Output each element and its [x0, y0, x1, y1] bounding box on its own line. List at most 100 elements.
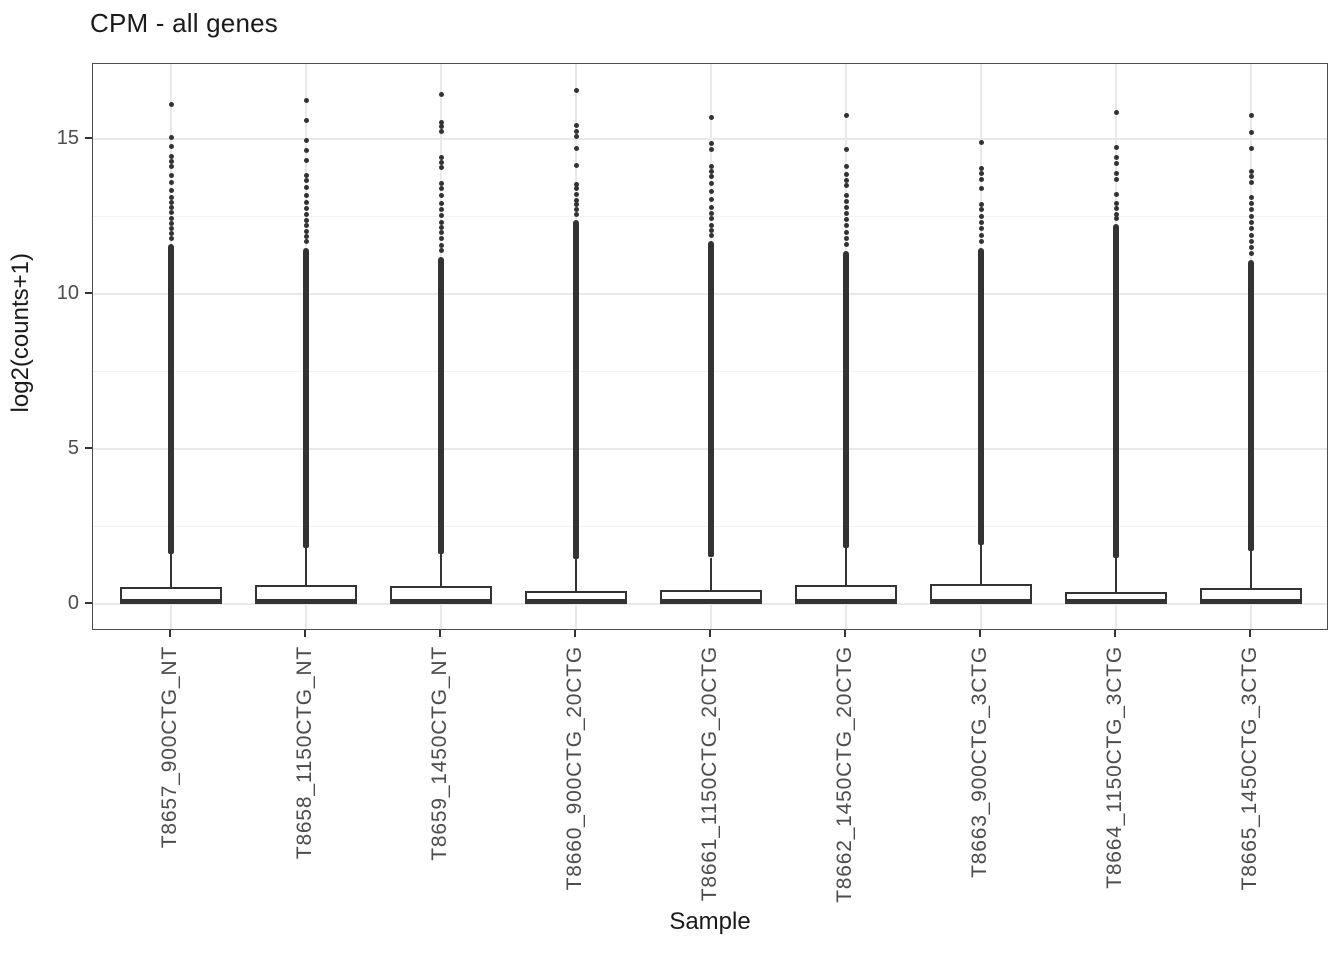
- outlier-dot: [1248, 179, 1254, 185]
- x-tick: [1114, 630, 1116, 637]
- outlier-column: [303, 247, 309, 549]
- outlier-dot: [843, 172, 849, 178]
- median-line: [1065, 599, 1167, 605]
- median-line: [795, 599, 897, 605]
- outlier-dot: [438, 242, 444, 248]
- outlier-dot: [1248, 238, 1254, 244]
- outlier-dot: [438, 224, 444, 230]
- outlier-column: [573, 219, 579, 560]
- outlier-dot: [303, 97, 309, 103]
- outlier-dot: [708, 169, 714, 175]
- outlier-dot: [843, 178, 849, 184]
- median-line: [390, 599, 492, 605]
- outlier-dot: [438, 192, 444, 198]
- outlier-dot: [978, 139, 984, 145]
- outlier-dot: [303, 223, 309, 229]
- outlier-dot: [303, 234, 309, 240]
- outlier-dot: [438, 181, 444, 187]
- whisker-line: [574, 559, 578, 591]
- outlier-dot: [573, 207, 579, 213]
- outlier-dot: [978, 214, 984, 219]
- outlier-dot: [978, 238, 984, 244]
- outlier-dot: [573, 162, 579, 168]
- median-line: [930, 599, 1032, 605]
- outlier-dot: [573, 123, 579, 129]
- x-tick-label: T8658_1150CTG_NT: [293, 646, 316, 860]
- whisker-line: [709, 557, 713, 591]
- outlier-dot: [573, 128, 579, 134]
- outlier-dot: [438, 219, 444, 225]
- outlier-dot: [438, 155, 444, 161]
- outlier-dot: [843, 235, 849, 241]
- outlier-dot: [438, 91, 444, 97]
- outlier-dot: [573, 192, 579, 198]
- outlier-dot: [168, 164, 174, 170]
- x-tick-label: T8660_900CTG_20CTG: [563, 646, 586, 891]
- outlier-dot: [438, 236, 444, 242]
- outlier-dot: [303, 148, 309, 154]
- outlier-dot: [1113, 155, 1119, 161]
- y-tick-label: 0: [67, 592, 79, 614]
- outlier-column: [708, 241, 714, 558]
- x-tick-label: T8665_1450CTG_3CTG: [1238, 646, 1261, 891]
- outlier-dot: [303, 178, 309, 184]
- outlier-dot: [438, 186, 444, 192]
- outlier-dot: [303, 228, 309, 234]
- outlier-dot: [573, 182, 579, 188]
- median-line: [525, 599, 627, 605]
- outlier-dot: [978, 226, 984, 232]
- outlier-dot: [303, 117, 309, 123]
- plot-panel: [92, 63, 1328, 630]
- whisker-line: [169, 554, 173, 587]
- outlier-dot: [303, 138, 309, 144]
- outlier-dot: [1248, 113, 1254, 119]
- outlier-dot: [843, 113, 849, 119]
- outlier-dot: [438, 165, 444, 171]
- outlier-dot: [1248, 169, 1254, 175]
- x-tick-label: T8661_1150CTG_20CTG: [698, 646, 721, 902]
- outlier-dot: [843, 146, 849, 152]
- outlier-column: [978, 247, 984, 546]
- outlier-dot: [168, 210, 174, 216]
- whisker-line: [979, 545, 983, 584]
- outlier-dot: [168, 231, 174, 237]
- outlier-dot: [1248, 195, 1254, 201]
- outlier-dot: [843, 223, 849, 229]
- outlier-dot: [168, 179, 174, 185]
- x-tick-label: T8659_1450CTG_NT: [428, 646, 451, 861]
- outlier-dot: [438, 128, 444, 134]
- whisker-line: [304, 548, 308, 586]
- outlier-dot: [438, 124, 444, 130]
- outlier-dot: [168, 200, 174, 206]
- outlier-dot: [303, 206, 309, 212]
- outlier-dot: [1248, 232, 1254, 238]
- outlier-column: [438, 256, 444, 555]
- outlier-dot: [573, 145, 579, 151]
- outlier-dot: [168, 226, 174, 232]
- outlier-dot: [708, 210, 714, 216]
- whisker-line: [844, 548, 848, 585]
- outlier-dot: [1113, 211, 1119, 217]
- outlier-dot: [1113, 192, 1119, 198]
- x-tick: [1249, 630, 1251, 637]
- outlier-dot: [843, 198, 849, 204]
- outlier-dot: [843, 204, 849, 210]
- outlier-column: [168, 244, 174, 555]
- outlier-dot: [843, 217, 849, 223]
- x-tick: [169, 630, 171, 637]
- outlier-dot: [438, 207, 444, 213]
- outlier-dot: [438, 200, 444, 206]
- outlier-dot: [708, 216, 714, 222]
- outlier-dot: [843, 183, 849, 188]
- outlier-dot: [573, 134, 579, 140]
- outlier-dot: [708, 222, 714, 228]
- outlier-dot: [573, 186, 579, 192]
- outlier-dot: [303, 158, 309, 164]
- outlier-dot: [438, 120, 444, 126]
- outlier-dot: [978, 170, 984, 176]
- outlier-dot: [303, 185, 309, 191]
- outlier-dot: [303, 212, 309, 218]
- x-tick: [439, 630, 441, 637]
- whisker-line: [1249, 551, 1253, 588]
- whisker-line: [439, 554, 443, 586]
